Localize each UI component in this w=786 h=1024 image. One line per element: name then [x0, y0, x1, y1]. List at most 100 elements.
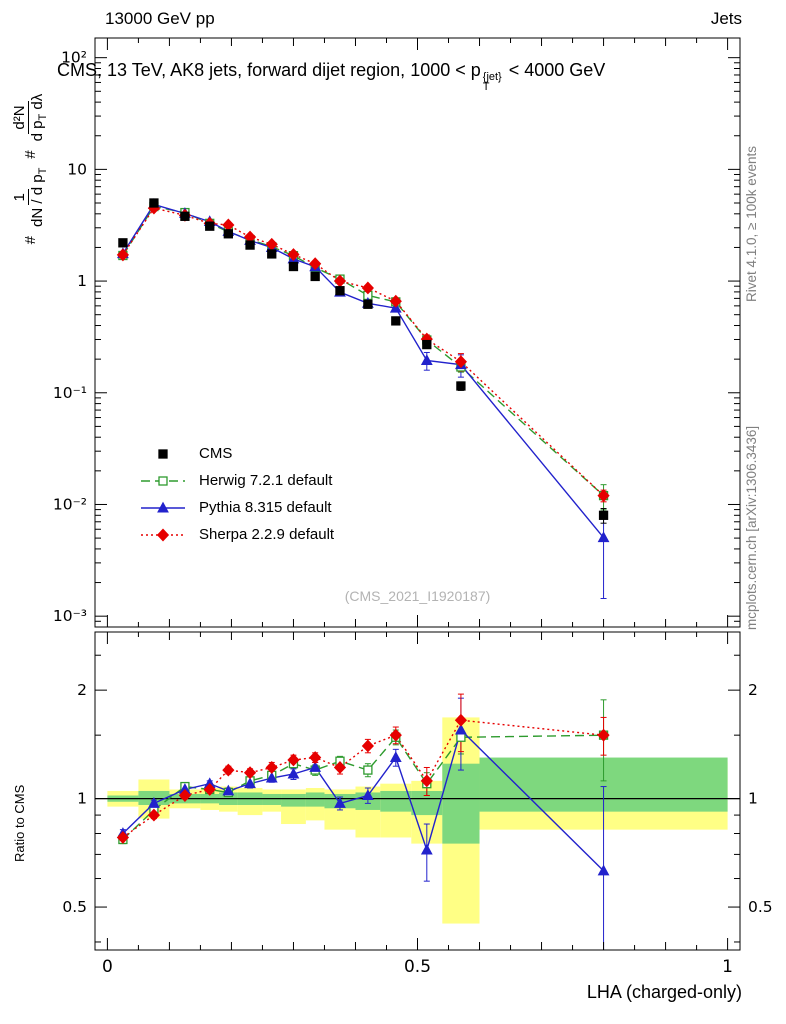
sherpa-marker [287, 753, 300, 767]
herwig-legend-marker [141, 475, 185, 486]
cms-marker [422, 339, 432, 350]
pythia-marker [244, 777, 256, 789]
sherpa-marker [116, 248, 130, 262]
stat-uncertainty-band [305, 792, 325, 807]
sherpa-marker [597, 728, 610, 742]
cms-marker [180, 211, 190, 221]
pythia-marker [597, 864, 610, 876]
ratio-y-axis-label: Ratio to CMS [12, 784, 27, 862]
main-series [116, 198, 610, 599]
sherpa-ratio-line [122, 719, 604, 839]
y-tick-label: 10⁻² [53, 495, 87, 513]
stat-uncertainty-band [442, 763, 480, 844]
cms-marker [335, 286, 345, 296]
tick-labels: 10² 10 1 10⁻¹ 10⁻² 10⁻³ 2 2 1 1 0.5 0.5 0 0.5 1 [53, 49, 773, 977]
sherpa-marker [597, 489, 610, 503]
stat-uncertainty-band [262, 793, 282, 805]
plot-title-suffix: < 4000 GeV [503, 60, 606, 80]
mcplots-citation-note: mcplots.cern.ch [arXiv:1306.3436] [744, 425, 759, 630]
ylabel-fraction-1: 1 dN / d pT [10, 167, 50, 227]
pythia-marker [222, 784, 235, 796]
sherpa-marker [361, 739, 374, 753]
cms-legend-marker [158, 448, 168, 459]
legend-item-pythia: Pythia 8.315 default [140, 494, 334, 521]
y-tick-label: 10⁻¹ [53, 384, 87, 402]
ratio-y-ticks [95, 654, 740, 943]
process-label: Jets [710, 9, 742, 28]
pythia-marker [597, 531, 610, 543]
stat-uncertainty-band [380, 790, 412, 812]
ratio-tick-label-left: 0.5 [62, 898, 87, 916]
beam-energy-label: 13000 GeV pp [105, 9, 215, 28]
sherpa-marker [156, 528, 170, 541]
sherpa-marker [454, 355, 468, 369]
sherpa-marker [222, 763, 235, 777]
pythia-marker [265, 771, 278, 783]
y-tick-label: 10² [61, 49, 87, 67]
cms-marker [205, 221, 215, 231]
cms-marker [223, 229, 233, 239]
legend-label-herwig: Herwig 7.2.1 default [199, 472, 333, 489]
cms-marker [245, 240, 255, 250]
pythia-marker [334, 797, 346, 808]
ylabel-frac2-numerator: d²N [10, 101, 29, 134]
cms-marker [310, 271, 320, 282]
legend-item-herwig: Herwig 7.2.1 default [140, 467, 334, 494]
cms-marker [391, 316, 401, 326]
ylabel-frac2-denominator: d pT dλ [28, 93, 49, 142]
herwig-marker [363, 765, 373, 775]
pythia-marker [361, 789, 374, 800]
legend-label-sherpa: Sherpa 2.2.9 default [199, 526, 335, 543]
ratio-tick-label-left: 1 [77, 790, 87, 808]
pythia-marker [420, 354, 433, 365]
sherpa-marker [454, 713, 468, 727]
x-tick-label: 1 [722, 957, 733, 977]
ratio-tick-label-right: 0.5 [748, 898, 773, 916]
pt-supsub: {jet} T [482, 72, 502, 93]
sherpa-marker [333, 761, 347, 774]
y-tick-label: 10⁻³ [53, 607, 87, 625]
ylabel-frac1-denominator: dN / d pT [28, 167, 49, 227]
sherpa-marker [309, 257, 322, 271]
sherpa-marker [243, 766, 257, 780]
sherpa-marker [116, 831, 130, 844]
sherpa-marker [389, 294, 402, 308]
legend-label-cms: CMS [199, 445, 233, 462]
y-tick-label: 10 [67, 160, 87, 178]
pythia-marker [148, 797, 160, 808]
cms-marker [363, 299, 373, 309]
main-x-ticks-bottom [106, 615, 729, 627]
legend-item-cms: CMS [140, 440, 334, 467]
x-tick-label: 0 [102, 957, 113, 977]
analysis-id-watermark: (CMS_2021_I1920187) [344, 588, 491, 604]
cms-marker [267, 249, 277, 259]
cms-marker [288, 261, 299, 272]
ylabel-fraction-2: d²N d pT dλ [10, 93, 50, 142]
plot-title: CMS, 13 TeV, AK8 jets, forward dijet reg… [57, 60, 606, 93]
y-tick-label: 1 [77, 272, 87, 290]
pythia-marker [287, 767, 300, 779]
sherpa-marker [361, 281, 374, 295]
pythia-marker [157, 501, 169, 512]
sherpa-legend-marker [141, 528, 185, 541]
cms-marker [118, 238, 128, 248]
rivet-version-note: Rivet 4.1.0, ≥ 100k events [744, 146, 759, 302]
ratio-tick-label-right: 2 [748, 681, 758, 699]
plot-title-text: CMS, 13 TeV, AK8 jets, forward dijet reg… [57, 60, 481, 80]
y-axis-label: # 1 dN / d pT # d²N d pT dλ [6, 38, 54, 300]
cms-marker [598, 510, 609, 520]
cms-marker [149, 198, 159, 208]
sherpa-marker [265, 761, 278, 774]
pt-subscript: T [482, 81, 490, 93]
main-y-ticks [95, 57, 740, 622]
ratio-x-ticks-top [106, 632, 729, 644]
legend-label-pythia: Pythia 8.315 default [199, 499, 332, 516]
sherpa-marker [203, 783, 216, 796]
pythia-marker [420, 843, 433, 855]
ratio-x-ticks-bottom [106, 938, 729, 950]
sherpa-marker [420, 774, 433, 788]
ylabel-hash-1: # [21, 235, 39, 245]
pythia-marker [455, 723, 467, 735]
